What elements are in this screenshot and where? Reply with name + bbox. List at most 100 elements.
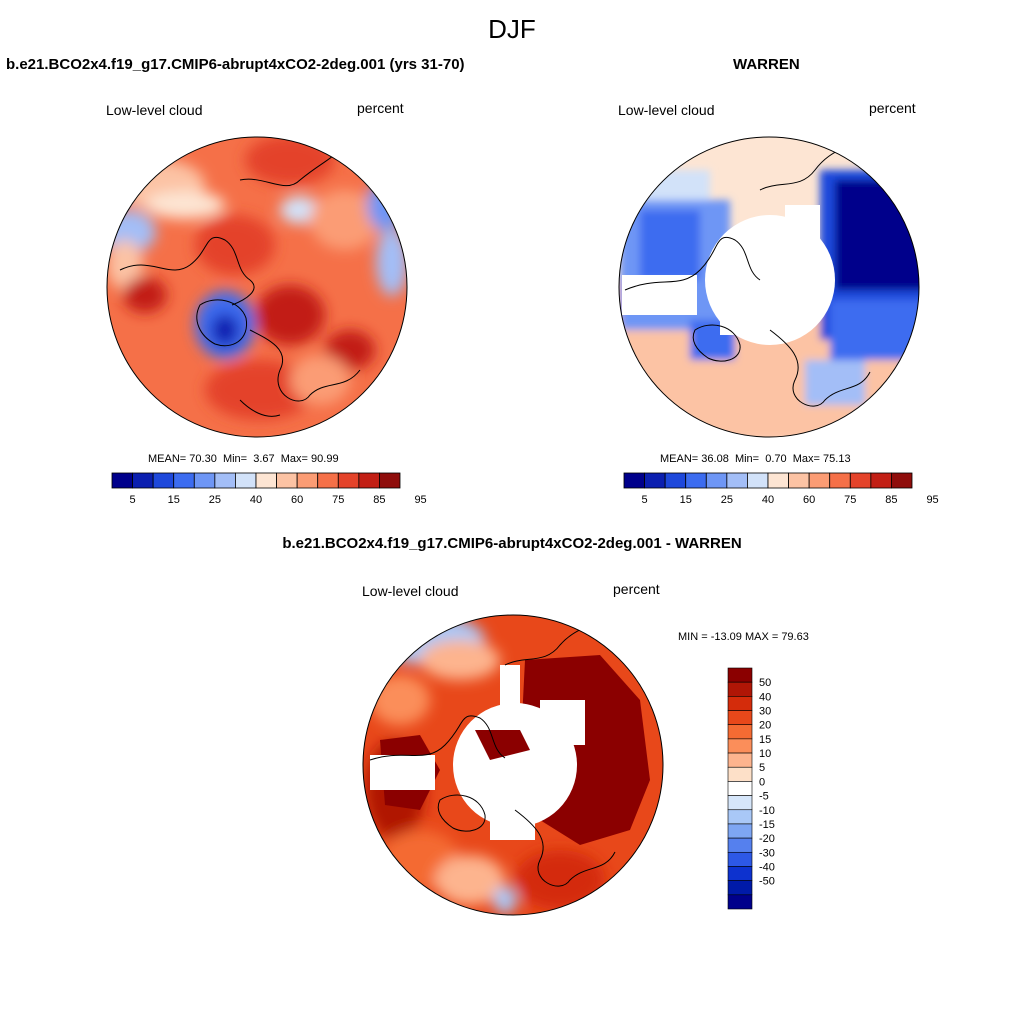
figure-title: DJF — [488, 14, 536, 44]
panel-2-colorbar-swatch — [870, 472, 892, 489]
panel-3-variable-label: Low-level cloud — [362, 583, 459, 599]
panel-2-stats: MEAN= 36.08 Min= 0.70 Max= 75.13 — [660, 453, 851, 465]
panel-1-colorbar-swatch — [276, 472, 298, 489]
panel-1-units-label: percent — [357, 100, 404, 116]
panel-1-colorbar-tick-label: 60 — [291, 494, 303, 506]
panel-1-map — [106, 136, 408, 438]
panel-3-stats: MIN = -13.09 MAX = 79.63 — [678, 631, 809, 643]
panel-1-colorbar-tick-label: 15 — [168, 494, 180, 506]
panel-2-colorbar-swatch — [891, 472, 913, 489]
panel-2-colorbar-tick-label: 5 — [642, 494, 648, 506]
panel-2-title: WARREN — [733, 56, 800, 73]
panel-2-units-label: percent — [869, 100, 916, 116]
panel-3-colorbar-tick-label: 50 — [759, 677, 771, 689]
panel-1-colorbar-swatch — [235, 472, 257, 489]
panel-3-colorbar-tick-label: 40 — [759, 691, 771, 703]
panel-3-colorbar-tick-label: -40 — [759, 861, 775, 873]
panel-2-colorbar-tick-label: 60 — [803, 494, 815, 506]
panel-1-colorbar-tick-label: 40 — [250, 494, 262, 506]
panel-3-colorbar-tick-label: 20 — [759, 720, 771, 732]
panel-3-colorbar-swatch — [727, 866, 753, 881]
panel-1-title: b.e21.BCO2x4.f19_g17.CMIP6-abrupt4xCO2-2… — [6, 56, 465, 73]
panel-1-colorbar-swatch — [193, 472, 216, 489]
panel-2-colorbar-tick-label: 85 — [885, 494, 897, 506]
panel-3-colorbar-tick-label: -20 — [759, 833, 775, 845]
panel-1-colorbar-swatch — [296, 472, 319, 489]
panel-3-map — [362, 614, 664, 916]
panel-1-colorbar: 5 15 25 40 60 75 85 95 — [111, 472, 427, 506]
panel-2-colorbar-swatch — [747, 472, 769, 489]
panel-1-colorbar-swatch — [317, 472, 339, 489]
panel-2-colorbar-swatch — [623, 472, 645, 489]
panel-3-colorbar-swatch — [727, 724, 753, 740]
panel-3-colorbar-swatch — [727, 851, 753, 867]
panel-1-colorbar-tick-label: 25 — [209, 494, 221, 506]
panel-1-colorbar-swatch — [358, 472, 380, 489]
panel-1-min: 3.67 — [253, 453, 275, 465]
panel-3-colorbar-swatch — [727, 681, 753, 697]
panel-1-colorbar-tick-label: 95 — [414, 494, 426, 506]
panel-3-colorbar-swatch — [727, 894, 753, 910]
panel-2-colorbar-tick-label: 40 — [762, 494, 774, 506]
panel-1-colorbar-swatch — [173, 472, 195, 489]
panel-1-colorbar-swatch — [337, 472, 360, 489]
panel-3-colorbar-swatch — [727, 809, 753, 825]
panel-2-colorbar-swatch — [644, 472, 666, 489]
panel-1-max: 90.99 — [311, 453, 339, 465]
panel-1-colorbar-swatch — [255, 472, 277, 489]
panel-3-colorbar-tick-label: -30 — [759, 847, 775, 859]
panel-2-colorbar-swatch — [767, 472, 789, 489]
panel-3-colorbar-tick-label: 10 — [759, 748, 771, 760]
panel-1-stats: MEAN= 70.30 Min= 3.67 Max= 90.99 — [148, 453, 339, 465]
panel-3-colorbar-swatch — [727, 837, 753, 853]
panel-3-colorbar-swatch — [727, 752, 753, 768]
panel-3-colorbar-tick-label: 30 — [759, 706, 771, 718]
panel-1-mean: 70.30 — [189, 453, 217, 465]
panel-2-colorbar-swatch — [705, 472, 728, 489]
panel-2-colorbar: 5 15 25 40 60 75 85 95 — [623, 472, 939, 506]
panel-2-colorbar-swatch — [664, 472, 687, 489]
panel-3-colorbar-tick-label: -15 — [759, 819, 775, 831]
panel-2-map — [618, 136, 920, 438]
panel-3-colorbar-swatch — [727, 795, 753, 811]
panel-3-colorbar-swatch — [727, 880, 753, 896]
panel-2-colorbar-tick-label: 15 — [680, 494, 692, 506]
panel-2-colorbar-swatch — [808, 472, 831, 489]
panel-2-colorbar-swatch — [849, 472, 872, 489]
panel-3-colorbar-swatch — [727, 667, 753, 683]
panel-2-mean: 36.08 — [701, 453, 729, 465]
panel-3-units-label: percent — [613, 581, 660, 597]
panel-3-colorbar-swatch — [727, 738, 753, 754]
panel-2-colorbar-swatch — [829, 472, 851, 489]
panel-2-colorbar-swatch — [788, 472, 810, 489]
panel-3-colorbar-swatch — [727, 781, 753, 796]
panel-3-title: b.e21.BCO2x4.f19_g17.CMIP6-abrupt4xCO2-2… — [282, 535, 742, 552]
panel-2-max: 75.13 — [823, 453, 851, 465]
panel-2-colorbar-tick-label: 25 — [721, 494, 733, 506]
panel-1-colorbar-swatch — [132, 472, 154, 489]
panel-3-colorbar-swatch — [727, 766, 753, 782]
panel-1-colorbar-tick-label: 5 — [130, 494, 136, 506]
panel-1-colorbar-tick-label: 75 — [332, 494, 344, 506]
panel-3-colorbar-tick-label: 0 — [759, 776, 765, 788]
panel-3-colorbar-swatch — [727, 823, 753, 839]
panel-3-colorbar-tick-label: -5 — [759, 791, 769, 803]
panel-2-colorbar-tick-label: 75 — [844, 494, 856, 506]
panel-2-colorbar-swatch — [685, 472, 707, 489]
panel-1-colorbar-swatch — [379, 472, 401, 489]
panel-1-colorbar-swatch — [214, 472, 236, 489]
panel-3-colorbar-swatch — [727, 710, 753, 726]
panel-3-colorbar-tick-label: -50 — [759, 876, 775, 888]
panel-3-colorbar-swatch — [727, 696, 753, 711]
panel-1-colorbar-swatch — [152, 472, 175, 489]
panel-1-colorbar-tick-label: 85 — [373, 494, 385, 506]
panel-3-colorbar-tick-label: 15 — [759, 734, 771, 746]
panel-2-colorbar-swatch — [726, 472, 748, 489]
panel-1-variable-label: Low-level cloud — [106, 102, 203, 118]
panel-2-min: 0.70 — [765, 453, 787, 465]
panel-2-colorbar-tick-label: 95 — [926, 494, 938, 506]
panel-3-colorbar-tick-label: -10 — [759, 805, 775, 817]
panel-3-colorbar-tick-label: 5 — [759, 762, 765, 774]
